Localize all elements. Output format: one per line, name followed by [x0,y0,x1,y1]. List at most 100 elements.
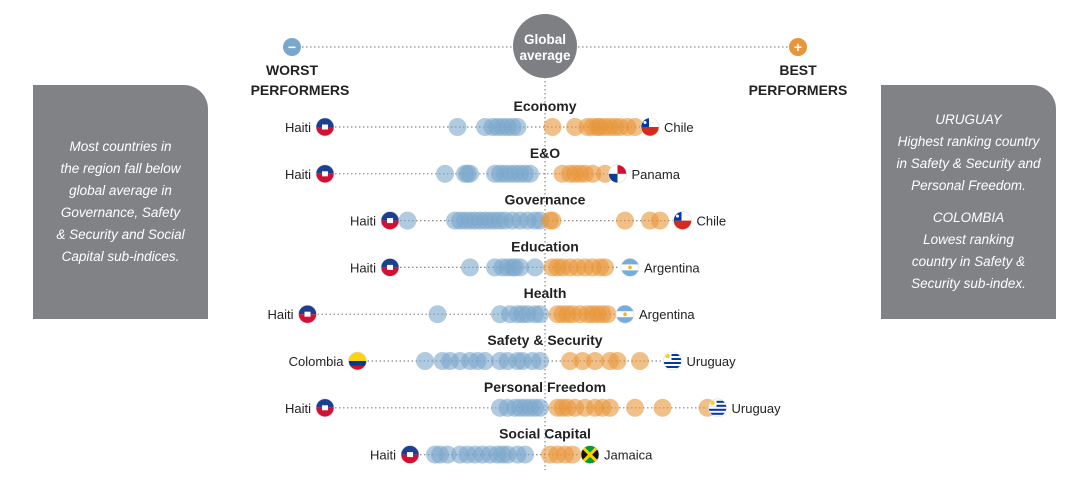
country-dot [511,258,529,277]
worst-country-label: Haiti [285,167,311,182]
uruguay-flag-icon [708,398,727,418]
country-dot [598,305,617,324]
average-label-line2: average [519,48,571,63]
right-note-line: country in Safety & [911,254,1026,269]
country-dot [631,352,649,370]
average-label-line1: Global [524,32,566,47]
left-note-panel: Most countries in the region fall below … [33,85,208,319]
average-circle [513,14,577,78]
worst-label-line2: PERFORMERS [251,82,350,98]
country-dot [651,211,669,230]
country-dot [438,445,457,464]
country-dot [508,118,527,136]
worst-country-label: Haiti [285,120,311,135]
left-note-line: global average in [69,183,172,198]
right-note-line: Security sub-index. [911,276,1026,291]
haiti-flag-icon [315,117,335,137]
left-note-line: Most countries in [69,139,172,154]
best-label-line1: BEST [779,62,817,78]
country-dot [573,352,592,370]
right-note-line: in Safety & Security and [896,156,1041,171]
country-dot [626,398,644,417]
country-dot [543,211,562,230]
best-country-label: Chile [664,120,694,135]
colombia-flag-icon [348,351,367,371]
worst-country-label: Haiti [350,260,376,275]
best-legend: + BEST PERFORMERS [749,38,848,98]
worst-country-label: Haiti [267,307,293,322]
haiti-flag-icon [380,211,400,230]
worst-country-label: Colombia [289,354,345,369]
country-dot [531,305,549,324]
worst-label-line1: WORST [266,62,319,78]
uruguay-flag-icon [663,351,682,371]
country-dot [583,164,602,183]
minus-symbol: − [288,39,296,55]
country-dot [601,398,619,417]
argentina-flag-icon [615,304,635,324]
country-dot [526,258,544,277]
country-dot [561,352,579,370]
category-label: E&O [530,145,560,161]
right-note-line: COLOMBIA [932,210,1005,225]
row-education: Education Haiti Argentina [350,238,700,277]
left-note-line: & Security and Social [56,227,185,242]
left-note-line: Governance, Safety [60,205,181,220]
country-dot [543,118,562,136]
row-social-capital: Social Capital Haiti Jamaica [370,426,653,464]
minus-icon [283,38,301,56]
best-label-line2: PERFORMERS [749,82,848,98]
right-note-line: Highest ranking country [897,134,1040,149]
uruguay-note: URUGUAY Highest ranking country in Safet… [881,109,1056,197]
argentina-flag-icon [620,258,640,277]
country-dot [531,352,549,370]
country-dot [531,398,549,417]
right-note-panel: URUGUAY Highest ranking country in Safet… [881,85,1056,319]
country-dot [416,352,434,370]
country-dot [616,211,634,230]
country-dot [476,352,494,370]
colombia-note: COLOMBIA Lowest ranking country in Safet… [881,207,1056,295]
best-country-label: Chile [697,214,727,229]
chart-rows: Economy Haiti Chile E&O Haiti Panama Governanc… [267,98,781,464]
country-dot [428,305,447,324]
best-country-label: Uruguay [732,401,782,416]
country-dot [626,118,644,136]
best-country-label: Argentina [639,307,695,322]
country-dot [653,398,672,417]
best-country-label: Uruguay [687,354,737,369]
category-label: Governance [505,192,586,208]
worst-legend: − WORST PERFORMERS [251,38,350,98]
country-dot [566,118,584,136]
country-dot [563,445,582,464]
right-note-line: Lowest ranking [923,232,1014,247]
worst-country-label: Haiti [350,214,376,229]
worst-country-label: Haiti [285,401,311,416]
haiti-flag-icon [315,164,335,184]
best-country-label: Panama [632,167,681,182]
country-dot [436,164,454,183]
left-note-line: Capital sub-indices. [61,249,180,264]
plus-symbol: + [794,39,802,55]
worst-country-label: Haiti [370,448,396,463]
jamaica-flag-icon [580,445,600,464]
best-country-label: Jamaica [604,448,653,463]
haiti-flag-icon [315,398,335,418]
right-note-line: URUGUAY [935,112,1002,127]
best-country-label: Argentina [644,260,700,275]
category-label: Safety & Security [487,332,602,348]
country-dot [398,211,417,230]
country-dot [586,352,604,370]
country-dot [461,258,479,277]
plus-icon [789,38,807,56]
haiti-flag-icon [298,304,317,324]
category-label: Education [511,238,579,254]
country-dot [461,164,479,183]
country-dot [448,118,467,136]
left-note-line: the region fall below [60,161,181,176]
country-dot [608,352,627,370]
category-label: Personal Freedom [484,379,606,395]
row-health: Health Haiti Argentina [267,285,695,324]
left-note-text: Most countries in the region fall below … [33,136,208,268]
